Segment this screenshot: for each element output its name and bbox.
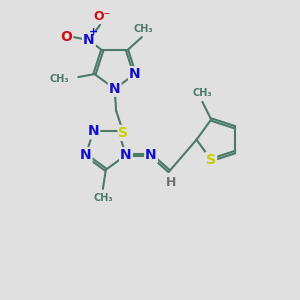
Text: N: N — [145, 148, 157, 162]
Text: S: S — [118, 126, 128, 140]
Text: H: H — [166, 176, 176, 189]
Text: N: N — [129, 67, 141, 81]
Text: N: N — [83, 33, 95, 47]
Text: CH₃: CH₃ — [49, 74, 69, 83]
Text: O⁻: O⁻ — [93, 10, 110, 23]
Text: N: N — [109, 82, 121, 96]
Text: CH₃: CH₃ — [193, 88, 212, 98]
Text: N: N — [120, 148, 132, 162]
Text: N: N — [80, 148, 92, 162]
Text: +: + — [89, 27, 98, 37]
Text: CH₃: CH₃ — [134, 24, 153, 34]
Text: CH₃: CH₃ — [93, 193, 113, 203]
Text: S: S — [206, 153, 216, 167]
Text: N: N — [88, 124, 99, 138]
Text: O: O — [60, 30, 72, 44]
